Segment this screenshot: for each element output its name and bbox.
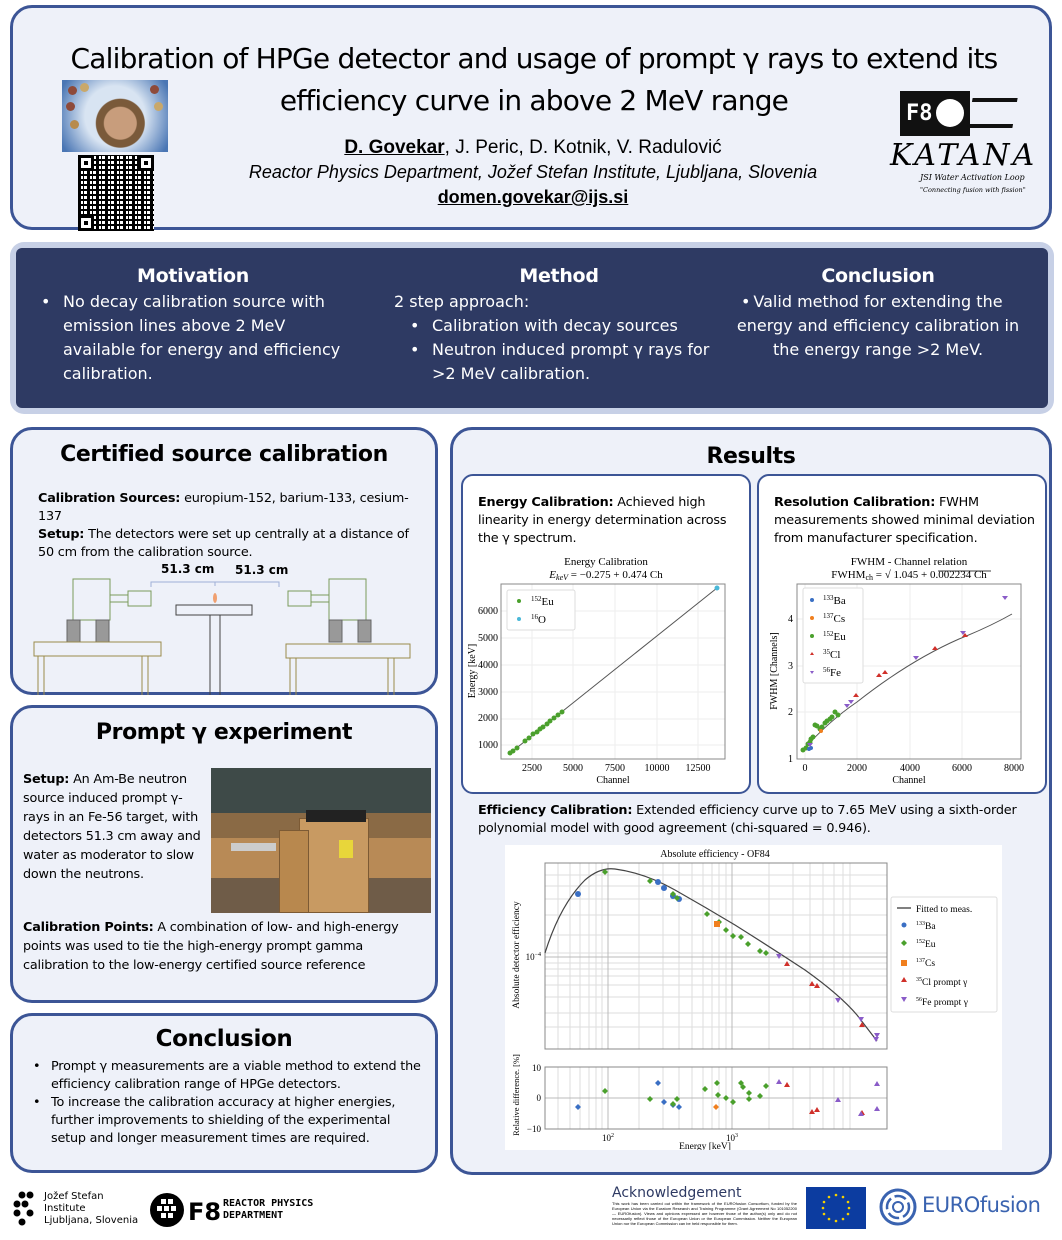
svg-text:6000: 6000 [478, 606, 498, 617]
svg-text:Channel: Channel [892, 775, 926, 786]
resolution-calibration-box: Resolution Calibration: FWHM measurement… [757, 474, 1047, 794]
svg-text:16O: 16O [531, 613, 546, 626]
svg-text:0: 0 [537, 1093, 542, 1103]
svg-text:0: 0 [803, 763, 808, 774]
katana-logo: F8 KATANA JSI Water Activation Loop "Con… [875, 86, 1040, 201]
fwhm-chart: FWHM - Channel relation FWHMch = √ 1.045… [769, 556, 1024, 786]
svg-text:Channel: Channel [596, 775, 630, 786]
f8-logo-icon: F8 [150, 1193, 221, 1227]
author-block: D. Govekar, J. Peric, D. Kotnik, V. Radu… [213, 135, 853, 210]
setup-diagram: 51.3 cm 51.3 cm [33, 562, 411, 695]
energy-calibration-box: Energy Calibration: Achieved high linear… [461, 474, 751, 794]
poster-title: Calibration of HPGe detector and usage o… [70, 42, 999, 117]
energy-calibration-chart: Energy Calibration EkeV = −0.275 + 0.474… [467, 556, 726, 786]
svg-text:F8: F8 [188, 1198, 221, 1226]
svg-text:FWHMch = √ 1.045 + 0.002234 Ch: FWHMch = √ 1.045 + 0.002234 Ch [831, 569, 987, 582]
svg-text:4000: 4000 [478, 660, 498, 671]
jsi-logo: Jožef Stefan Institute Ljubljana, Slovenia [12, 1190, 142, 1230]
method-column: Method 2 step approach: Calibration with… [394, 264, 724, 386]
eu-flag [806, 1187, 866, 1229]
svg-text:137Cs: 137Cs [823, 612, 845, 625]
svg-text:10000: 10000 [645, 763, 670, 774]
svg-text:Energy Calibration: Energy Calibration [564, 556, 648, 568]
svg-text:152Eu: 152Eu [916, 939, 936, 950]
svg-text:56Fe prompt γ: 56Fe prompt γ [916, 997, 968, 1008]
svg-text:5000: 5000 [563, 763, 583, 774]
svg-text:3: 3 [788, 661, 793, 672]
svg-text:Fitted to meas.: Fitted to meas. [916, 905, 972, 915]
svg-text:FWHM [Channels]: FWHM [Channels] [769, 632, 780, 710]
conclusion-bullet: To increase the calibration accuracy at … [23, 1094, 428, 1148]
eu-stars-icon [821, 1193, 851, 1223]
svg-text:2: 2 [788, 707, 793, 718]
svg-text:2500: 2500 [522, 763, 542, 774]
poster-header: Calibration of HPGe detector and usage o… [10, 5, 1052, 231]
f8-logo: F8 REACTOR PHYSICS DEPARTMENT [148, 1190, 318, 1230]
svg-text:2000: 2000 [847, 763, 867, 774]
svg-text:−10: −10 [527, 1124, 542, 1134]
conclusion-column: Conclusion Valid method for extending th… [728, 264, 1028, 362]
eurofusion-logo: EUROfusion [878, 1186, 1053, 1228]
f8-badge: F8 [900, 91, 970, 136]
svg-text:Absolute efficiency - OF84: Absolute efficiency - OF84 [660, 849, 770, 860]
svg-text:56Fe: 56Fe [823, 666, 841, 679]
svg-text:3000: 3000 [478, 687, 498, 698]
distance-left-label: 51.3 cm [161, 562, 214, 576]
svg-text:103: 103 [726, 1133, 738, 1143]
experiment-photo [211, 768, 431, 913]
svg-text:6000: 6000 [952, 763, 972, 774]
svg-text:8000: 8000 [1004, 763, 1024, 774]
svg-text:1000: 1000 [478, 740, 498, 751]
svg-text:152Eu: 152Eu [823, 630, 846, 643]
certified-calibration-panel: Certified source calibration Calibration… [10, 427, 438, 695]
svg-text:Energy [keV]: Energy [keV] [679, 1142, 731, 1150]
motivation-column: Motivation No decay calibration source w… [28, 264, 358, 386]
plug-icon [967, 98, 1018, 128]
svg-text:Energy [keV]: Energy [keV] [467, 644, 478, 699]
svg-text:5000: 5000 [478, 633, 498, 644]
conclusion-bullet: Prompt γ measurements are a viable metho… [23, 1058, 428, 1094]
svg-text:4: 4 [788, 614, 793, 625]
results-panel: Results Energy Calibration: Achieved hig… [450, 427, 1052, 1175]
affiliation: Reactor Physics Department, Jožef Stefan… [248, 162, 818, 182]
svg-text:35Cl prompt γ: 35Cl prompt γ [916, 977, 967, 988]
svg-text:35Cl: 35Cl [823, 648, 840, 661]
svg-text:10: 10 [532, 1063, 542, 1073]
svg-text:10−4: 10−4 [526, 952, 541, 962]
efficiency-chart: Absolute efficiency - OF84 10−4 Absolute… [505, 845, 1002, 1150]
jsi-dots-icon [13, 1191, 34, 1226]
acknowledgement: Acknowledgement This work has been carri… [612, 1185, 797, 1226]
svg-text:12500: 12500 [686, 763, 711, 774]
eurofusion-ring-icon [879, 1188, 917, 1226]
coauthors: , J. Peric, D. Kotnik, V. Radulović [444, 137, 722, 158]
svg-text:102: 102 [602, 1133, 614, 1143]
prompt-gamma-panel: Prompt γ experiment Setup: An Am-Be neut… [10, 705, 438, 1003]
svg-text:7500: 7500 [605, 763, 625, 774]
svg-text:2000: 2000 [478, 713, 498, 724]
qr-code[interactable] [78, 155, 154, 231]
svg-text:FWHM - Channel relation: FWHM - Channel relation [851, 556, 968, 568]
svg-text:Absolute detector efficiency: Absolute detector efficiency [511, 901, 522, 1009]
email-link[interactable]: domen.govekar@ijs.si [437, 187, 629, 207]
svg-text:EkeV = −0.275 + 0.474 Ch: EkeV = −0.275 + 0.474 Ch [548, 569, 663, 582]
svg-text:133Ba: 133Ba [823, 594, 846, 607]
svg-text:137Cs: 137Cs [916, 958, 935, 969]
svg-text:1: 1 [788, 754, 793, 765]
summary-section: Motivation No decay calibration source w… [10, 242, 1054, 414]
lead-author: D. Govekar [344, 137, 445, 158]
conclusion-panel: Conclusion Prompt γ measurements are a v… [10, 1013, 438, 1173]
svg-text:133Ba: 133Ba [916, 921, 936, 932]
author-photo [62, 80, 168, 152]
svg-text:4000: 4000 [900, 763, 920, 774]
svg-text:Relative difference. [%]: Relative difference. [%] [511, 1054, 521, 1136]
distance-right-label: 51.3 cm [235, 563, 288, 577]
svg-text:152Eu: 152Eu [531, 595, 554, 608]
